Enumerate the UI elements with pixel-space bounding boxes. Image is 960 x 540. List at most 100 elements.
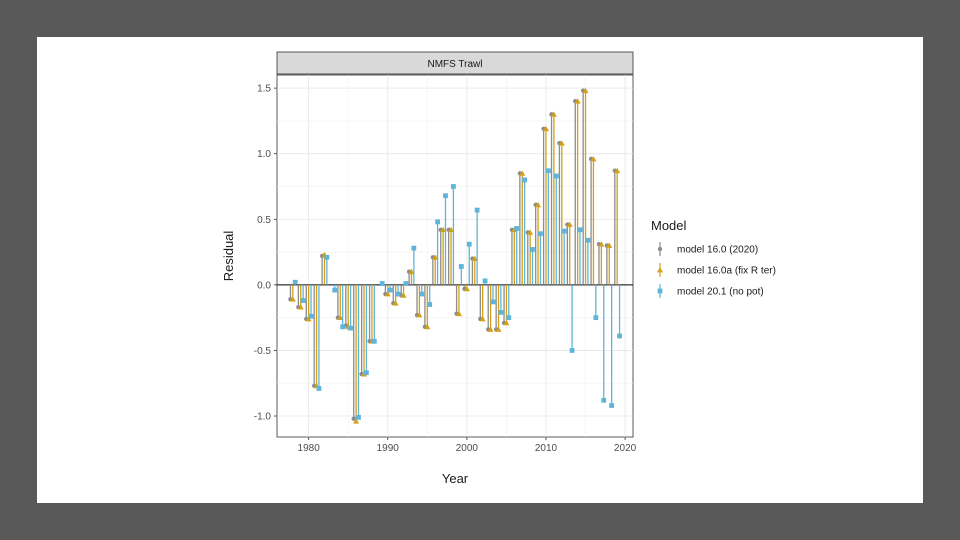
residual-point (427, 302, 433, 307)
residual-point (443, 193, 448, 199)
residual-point (408, 268, 415, 275)
residual-point (435, 219, 440, 225)
residual-point (577, 227, 583, 233)
residual-point (448, 226, 455, 233)
x-tick-label: 2000 (456, 443, 479, 454)
residual-point (527, 229, 534, 235)
x-tick-label: 2010 (535, 443, 558, 454)
y-tick-label: -1.0 (254, 412, 272, 423)
data-marks (288, 87, 622, 424)
facet-title: NMFS Trawl (428, 59, 483, 70)
residual-point (337, 314, 344, 321)
residual-point (340, 324, 346, 330)
series-2 (289, 87, 621, 424)
residual-point (542, 125, 549, 132)
residual-point (424, 323, 431, 330)
legend-label: model 16.0a (fix R ter) (677, 266, 776, 277)
residual-point (519, 170, 526, 176)
residual-point (451, 184, 456, 189)
x-axis-title: Year (442, 471, 469, 486)
residual-point (574, 98, 581, 104)
x-tick-label: 1990 (377, 443, 400, 454)
residual-point (432, 254, 439, 260)
y-tick-label: -0.5 (254, 346, 272, 357)
residual-point (601, 397, 607, 403)
residual-point (598, 241, 605, 247)
legend-title: Model (651, 218, 687, 233)
residual-point (530, 247, 535, 252)
legend: Model model 16.0 (2020) model 16.0a (fix … (651, 218, 776, 298)
residual-point (487, 326, 494, 332)
residual-point (550, 111, 557, 117)
residual-point (356, 414, 361, 420)
legend-item: model 20.1 (no pot) (657, 284, 764, 298)
residual-point (474, 207, 480, 213)
residual-point (351, 416, 356, 421)
series-1 (288, 88, 618, 421)
residual-point (506, 315, 512, 321)
residual-point (503, 319, 510, 326)
residual-point (617, 333, 622, 339)
residual-point (606, 242, 613, 248)
y-axis: -1.0 -0.5 0.0 0.5 1.0 1.5 (254, 84, 277, 423)
residual-point (498, 309, 504, 315)
residual-point (558, 140, 565, 146)
residual-chart: NMFS Trawl -1.0 -0.5 0.0 0.5 1.0 1.5 1980 1990… (221, 51, 776, 486)
residual-point (400, 292, 407, 298)
residual-point (463, 285, 470, 292)
facet-strip (276, 51, 634, 75)
x-tick-label: 1980 (298, 443, 321, 454)
residual-point (403, 281, 409, 286)
residual-point (395, 291, 401, 297)
residual-point (411, 245, 417, 251)
x-axis: 1980 1990 2000 2010 2020 (298, 437, 637, 454)
legend-item: model 16.0 (2020) (657, 242, 758, 256)
residual-point (384, 291, 391, 297)
residual-point (566, 221, 573, 227)
residual-point (466, 241, 472, 247)
residual-point (458, 264, 464, 269)
residual-point (495, 326, 502, 332)
residual-point (522, 177, 528, 183)
x-tick-label: 2020 (614, 443, 637, 454)
y-tick-label: 1.0 (257, 149, 271, 160)
legend-label: model 16.0 (2020) (677, 245, 758, 256)
slide-canvas: NMFS Trawl -1.0 -0.5 0.0 0.5 1.0 1.5 1980 1990… (37, 37, 923, 503)
legend-item: model 16.0a (fix R ter) (657, 263, 776, 277)
residual-point (535, 201, 542, 208)
residual-point (455, 310, 462, 317)
residual-point (609, 403, 615, 408)
residual-point (490, 299, 496, 305)
residual-point (379, 281, 385, 286)
residual-point (569, 348, 575, 353)
residual-point (292, 279, 298, 285)
legend-label: model 20.1 (no pot) (677, 287, 764, 298)
residual-point (553, 173, 559, 179)
residual-point (479, 315, 486, 322)
residual-point (308, 313, 314, 319)
residual-point (353, 418, 360, 424)
residual-point (348, 325, 353, 331)
residual-point (582, 87, 589, 94)
residual-point (593, 315, 599, 321)
residual-point (363, 370, 369, 376)
residual-point (416, 312, 423, 318)
residual-point (538, 231, 543, 237)
residual-point (289, 296, 296, 302)
residual-point (471, 255, 478, 262)
y-tick-label: 0.0 (257, 280, 271, 291)
y-axis-title: Residual (221, 231, 236, 282)
residual-point (300, 298, 306, 303)
residual-point (419, 291, 425, 297)
residual-point (514, 226, 520, 231)
residual-point (561, 228, 567, 234)
residual-point (392, 300, 399, 306)
residual-point (297, 304, 304, 310)
residual-point (387, 287, 393, 293)
legend-key-marker (657, 267, 663, 273)
residual-point (316, 386, 322, 391)
y-tick-label: 0.5 (257, 215, 271, 226)
residual-point (545, 168, 551, 174)
residual-point (371, 338, 377, 344)
residual-point (482, 278, 488, 284)
